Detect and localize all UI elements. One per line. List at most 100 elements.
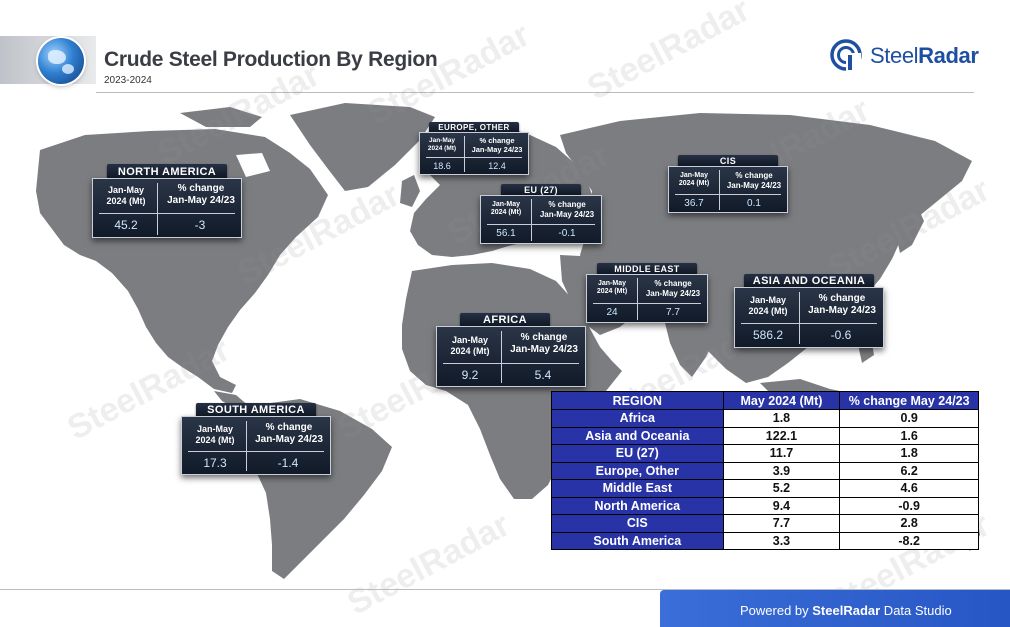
region-table: REGION May 2024 (Mt) % change May 24/23 … [551,391,979,550]
card-title: SOUTH AMERICA [196,403,316,418]
footer-prefix: Powered by [740,603,813,618]
card-title: MIDDLE EAST [597,263,697,276]
region-value: 5.2 [722,479,841,498]
card-divider [426,157,522,158]
card-col1-header: Jan-May 2024 (Mt) [450,335,490,356]
card-body: Jan-May 2024 (Mt) % change Jan-May 24/23… [436,326,586,387]
header-divider [96,92,974,93]
card-divider [246,421,247,471]
column-header-pct-change: % change May 24/23 [839,391,979,410]
steelradar-logo: SteelRadar [870,43,979,69]
card-value-change: -0.1 [558,228,576,239]
card-divider [719,170,720,210]
column-header-may-2024: May 2024 (Mt) [722,391,841,410]
card-body: Jan-May 2024 (Mt) % change Jan-May 24/23… [181,416,331,475]
region-change: 1.8 [839,444,979,463]
card-divider [741,323,877,324]
card-title: NORTH AMERICA [107,164,227,180]
card-divider [531,199,532,241]
card-value-change: 0.1 [747,198,761,209]
card-asia-oceania: ASIA AND OCEANIA Jan-May 2024 (Mt) % cha… [734,274,884,348]
footer-band [660,590,1010,627]
card-value-production: 24 [606,307,618,318]
card-col1-header: Jan-May 2024 (Mt) [427,137,457,152]
table-row: Europe, Other 3.9 6.2 [551,461,979,480]
card-value-change: -3 [194,218,206,232]
card-title: EU (27) [501,184,581,197]
card-europe-other: EUROPE, OTHER Jan-May 2024 (Mt) % change… [419,122,529,175]
region-change: 0.9 [839,409,979,428]
card-cis: CIS Jan-May 2024 (Mt) % change Jan-May 2… [668,155,788,213]
column-header-region: REGION [551,391,724,410]
table-row: EU (27) 11.7 1.8 [551,444,979,463]
logo-light-text: Steel [870,43,919,68]
card-col1-header: Jan-May 2024 (Mt) [106,185,146,206]
card-col2-header: % change Jan-May 24/23 [539,200,595,219]
footer-credit: Powered by SteelRadar Data Studio [740,603,952,618]
table-row: CIS 7.7 2.8 [551,514,979,533]
region-change: 2.8 [839,514,979,533]
card-col2-header: % change Jan-May 24/23 [726,171,782,190]
card-value-change: 7.7 [666,307,680,318]
card-divider [157,183,158,235]
card-body: Jan-May 2024 (Mt) % change Jan-May 24/23… [586,274,708,323]
card-col2-header: % change Jan-May 24/23 [471,136,523,154]
card-value-production: 36.7 [684,198,704,209]
arctic-islands-shape [180,107,262,127]
region-value: 7.7 [722,514,841,533]
region-value: 3.3 [722,531,841,550]
card-divider [99,213,235,214]
table-row: South America 3.3 -8.2 [551,531,979,550]
card-col2-header: % change Jan-May 24/23 [510,332,578,355]
card-body: Jan-May 2024 (Mt) % change Jan-May 24/23… [734,287,884,348]
region-change: 4.6 [839,479,979,498]
card-body: Jan-May 2024 (Mt) % change Jan-May 24/23… [419,132,529,175]
page-subtitle: 2023-2024 [104,75,152,86]
region-name: Middle East [551,479,724,498]
footer-suffix: Data Studio [880,603,952,618]
card-body: Jan-May 2024 (Mt) % change Jan-May 24/23… [480,195,602,244]
region-value: 11.7 [722,444,841,463]
card-value-change: -0.6 [830,328,852,342]
region-change: -0.9 [839,496,979,515]
card-divider [799,292,800,344]
card-divider [637,278,638,320]
page-title: Crude Steel Production By Region [104,48,438,71]
region-value: 3.9 [722,461,841,480]
footer-brand: SteelRadar [812,603,881,618]
card-title: EUROPE, OTHER [429,122,519,134]
card-col2-header: % change Jan-May 24/23 [167,183,235,206]
region-name: North America [551,496,724,515]
card-body: Jan-May 2024 (Mt) % change Jan-May 24/23… [668,166,788,213]
card-value-production: 18.6 [433,161,451,171]
region-name: Europe, Other [551,461,724,480]
region-name: CIS [551,514,724,533]
card-title: ASIA AND OCEANIA [744,274,874,289]
card-value-production: 56.1 [496,228,516,239]
table-header-row: REGION May 2024 (Mt) % change May 24/23 [551,391,979,410]
card-divider [464,136,465,172]
british-isles-shape [400,175,420,207]
region-value: 9.4 [722,496,841,515]
region-change: 6.2 [839,461,979,480]
card-north-america: NORTH AMERICA Jan-May 2024 (Mt) % change… [92,164,242,238]
card-col1-header: Jan-May 2024 (Mt) [678,172,710,188]
card-value-production: 17.3 [203,456,227,470]
card-middle-east: MIDDLE EAST Jan-May 2024 (Mt) % change J… [586,263,708,323]
card-col1-header: Jan-May 2024 (Mt) [490,201,522,217]
card-africa: AFRICA Jan-May 2024 (Mt) % change Jan-Ma… [436,313,586,387]
card-title: AFRICA [460,313,550,328]
card-divider [443,363,579,364]
card-col1-header: Jan-May 2024 (Mt) [596,280,628,296]
region-change: 1.6 [839,426,979,445]
card-divider [487,224,595,225]
table-row: Middle East 5.2 4.6 [551,479,979,498]
region-change: -8.2 [839,531,979,550]
card-value-change: 5.4 [534,368,552,382]
card-col1-header: Jan-May 2024 (Mt) [195,424,235,445]
asia-shape [560,113,972,383]
region-name: EU (27) [551,444,724,463]
card-value-change: -1.4 [277,456,299,470]
greenland-shape [290,103,435,191]
card-divider [188,451,324,452]
